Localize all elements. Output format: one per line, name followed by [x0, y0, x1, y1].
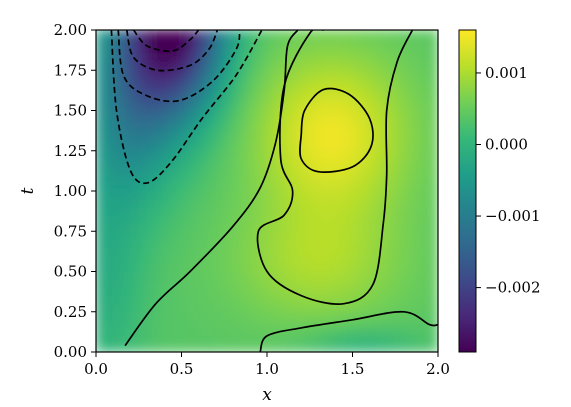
y-tick-label: 0.75 — [54, 222, 87, 240]
contour-line-solid — [299, 87, 374, 173]
contour-line-solid — [124, 30, 299, 347]
x-tick-label: 1.0 — [255, 360, 279, 378]
colorbar-gradient — [458, 29, 477, 353]
y-tick-label: 0.25 — [54, 303, 87, 321]
contour-line-solid — [256, 30, 414, 305]
y-axis-label: t — [18, 187, 38, 194]
x-tick-label: 0.0 — [84, 360, 108, 378]
contour-line-dashed — [125, 30, 219, 72]
y-tick-label: 1.75 — [54, 61, 87, 79]
contour-line-dashed — [132, 30, 200, 53]
y-axis: 0.00 0.25 0.50 0.75 1.00 1.25 1.50 1.75 2.00 — [54, 21, 96, 361]
x-tick-label: 1.5 — [341, 360, 365, 378]
contour-line-dashed — [110, 30, 263, 185]
contour-line-dashed — [117, 30, 241, 103]
colorbar-tick-label: 0.000 — [485, 135, 528, 153]
x-tick-label: 2.0 — [426, 360, 450, 378]
y-tick-label: 0.50 — [54, 263, 87, 281]
y-tick-label: 1.00 — [54, 182, 87, 200]
heatmap-field — [96, 30, 438, 352]
colorbar: 0.001 0.000 −0.001 −0.002 — [458, 29, 541, 353]
x-axis: 0.0 0.5 1.0 1.5 2.0 — [84, 352, 450, 378]
y-tick-label: 1.25 — [54, 142, 87, 160]
x-tick-label: 0.5 — [170, 360, 194, 378]
colorbar-ticks: 0.001 0.000 −0.001 −0.002 — [476, 64, 541, 297]
y-tick-label: 1.50 — [54, 102, 87, 120]
y-tick-label: 0.00 — [54, 343, 87, 361]
colorbar-tick-label: −0.002 — [485, 279, 541, 297]
contour-line-solid — [259, 310, 438, 352]
colorbar-tick-label: −0.001 — [485, 207, 541, 225]
x-axis-label: x — [262, 385, 272, 405]
contour-lines — [110, 30, 438, 352]
colorbar-tick-label: 0.001 — [485, 64, 528, 82]
y-tick-label: 2.00 — [54, 21, 87, 39]
